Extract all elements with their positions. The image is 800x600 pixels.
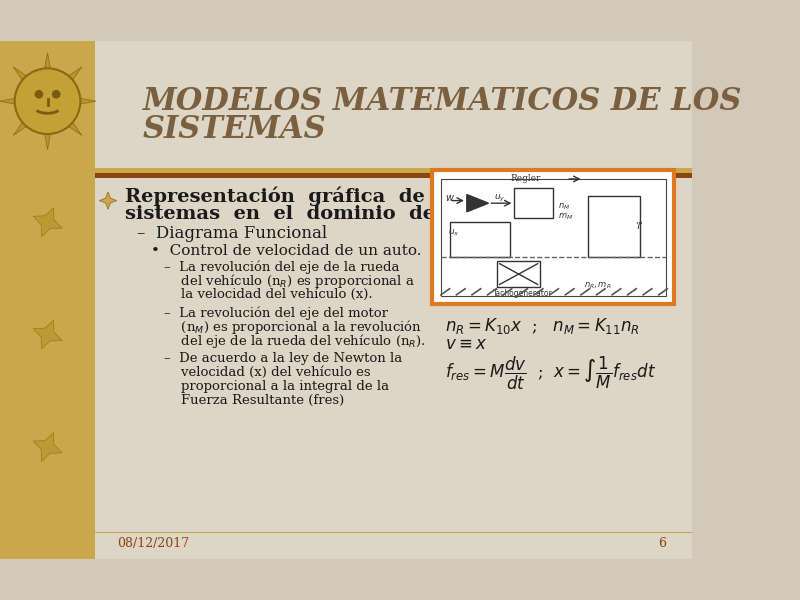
Polygon shape	[60, 67, 82, 89]
Polygon shape	[99, 192, 117, 209]
Polygon shape	[42, 53, 52, 79]
Text: –  De acuerdo a la ley de Newton la: – De acuerdo a la ley de Newton la	[164, 352, 402, 365]
Polygon shape	[14, 67, 35, 89]
Bar	[514, 188, 554, 218]
Text: $u_y$: $u_y$	[494, 193, 506, 203]
Bar	[432, 170, 674, 304]
Text: •  Control de velocidad de un auto.: • Control de velocidad de un auto.	[151, 244, 422, 258]
Text: $n_M$: $n_M$	[558, 202, 570, 212]
Text: SISTEMAS: SISTEMAS	[142, 114, 326, 145]
Polygon shape	[33, 208, 62, 236]
Polygon shape	[95, 41, 691, 559]
Polygon shape	[467, 194, 489, 212]
Polygon shape	[42, 124, 52, 149]
Polygon shape	[33, 433, 62, 461]
Bar	[95, 168, 691, 173]
Bar	[95, 532, 691, 533]
Text: 'I': 'I'	[635, 222, 643, 231]
Text: –  La revolución del eje de la rueda: – La revolución del eje de la rueda	[164, 260, 400, 274]
Text: w: w	[446, 193, 454, 203]
Text: 6: 6	[658, 537, 666, 550]
Polygon shape	[14, 113, 35, 136]
Text: velocidad (x) del vehículo es: velocidad (x) del vehículo es	[164, 366, 371, 379]
Text: $f_{res} = M\dfrac{dv}{dt}$  ;  $x = \int\dfrac{1}{M}f_{res}dt$: $f_{res} = M\dfrac{dv}{dt}$ ; $x = \int\…	[446, 355, 656, 392]
Bar	[441, 179, 666, 296]
Circle shape	[52, 90, 61, 98]
Bar	[95, 41, 691, 166]
Text: 08/12/2017: 08/12/2017	[117, 537, 189, 550]
Text: MODELOS MATEMATICOS DE LOS: MODELOS MATEMATICOS DE LOS	[142, 86, 742, 116]
Polygon shape	[60, 113, 82, 136]
Polygon shape	[33, 320, 62, 349]
Text: $n_R, m_R$: $n_R, m_R$	[583, 280, 611, 290]
Text: Tachogenerator: Tachogenerator	[493, 289, 553, 298]
Bar	[497, 261, 540, 287]
Text: del vehículo (n$_R$) es proporcional a: del vehículo (n$_R$) es proporcional a	[164, 272, 415, 290]
Text: $m_M$: $m_M$	[558, 212, 573, 222]
Text: $n_R = K_{10}x$  ;   $n_M = K_{11}n_R$: $n_R = K_{10}x$ ; $n_M = K_{11}n_R$	[446, 316, 640, 336]
Text: Representación  gráfica  de  los: Representación gráfica de los	[126, 187, 470, 206]
Polygon shape	[0, 41, 95, 559]
Circle shape	[34, 90, 43, 98]
Text: –  Diagrama Funcional: – Diagrama Funcional	[137, 225, 326, 242]
Bar	[450, 222, 510, 257]
Bar	[95, 173, 691, 178]
Circle shape	[14, 68, 80, 134]
Bar	[588, 196, 640, 257]
Text: –  La revolución del eje del motor: – La revolución del eje del motor	[164, 306, 388, 320]
Text: la velocidad del vehículo (x).: la velocidad del vehículo (x).	[164, 289, 373, 301]
Text: Fuerza Resultante (fres): Fuerza Resultante (fres)	[164, 394, 345, 407]
Text: (n$_M$) es proporcional a la revolución: (n$_M$) es proporcional a la revolución	[164, 318, 422, 336]
Text: Regler: Regler	[510, 175, 541, 184]
Polygon shape	[0, 97, 25, 106]
Text: $v \equiv x$: $v \equiv x$	[446, 337, 487, 353]
Text: sistemas  en  el  dominio  del  tiempo: sistemas en el dominio del tiempo	[126, 205, 532, 223]
Polygon shape	[70, 97, 96, 106]
Bar	[95, 41, 691, 68]
Text: proporcional a la integral de la: proporcional a la integral de la	[164, 380, 390, 393]
Text: del eje de la rueda del vehículo (n$_R$).: del eje de la rueda del vehículo (n$_R$)…	[164, 332, 426, 350]
Text: $u_x$: $u_x$	[448, 227, 459, 238]
Bar	[95, 179, 691, 525]
